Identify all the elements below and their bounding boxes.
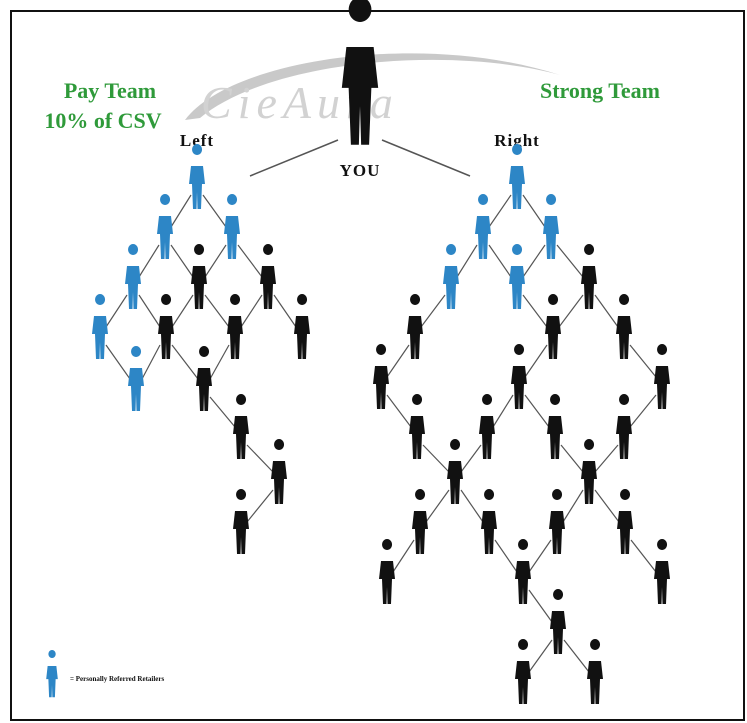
root-label: YOU xyxy=(340,161,381,180)
page: CieAura Pay Team 10% of CSV Strong Team … xyxy=(0,0,747,723)
team-subtitle: 10% of CSV xyxy=(44,108,161,133)
diagram: CieAura Pay Team 10% of CSV Strong Team … xyxy=(0,0,747,723)
legend-text: = Personally Referred Retailers xyxy=(70,675,165,683)
team-title: Pay Team xyxy=(64,78,156,103)
team-title: Strong Team xyxy=(540,78,660,103)
